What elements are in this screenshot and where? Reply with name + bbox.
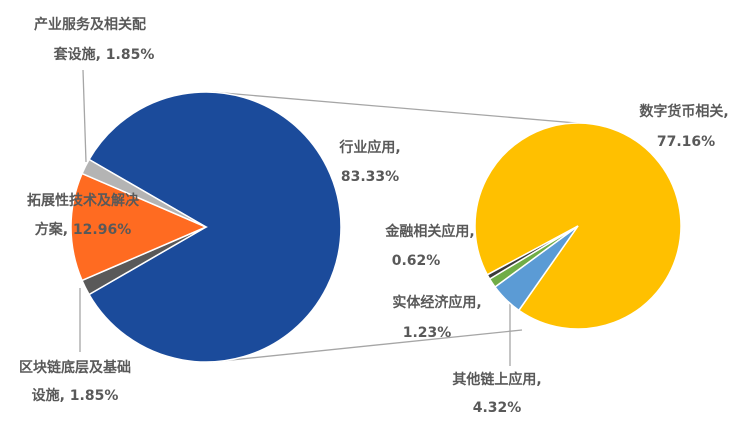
data-label: 金融相关应用, [384,223,474,240]
data-label: 77.16% [657,134,715,150]
data-label: 产业服务及相关配 [34,16,146,33]
data-label: 拓展性技术及解决 [27,192,140,209]
data-label: 其他链上应用, [452,371,541,388]
data-label: 设施, 1.85% [32,387,119,404]
leader-line [82,69,87,163]
data-label: 方案, 12.96% [35,221,132,238]
data-label: 区块链底层及基础 [19,359,131,376]
data-label: 0.62% [392,253,441,269]
data-label: 行业应用, [338,139,400,156]
pie-slice [88,91,342,363]
slices [70,91,682,363]
data-label: 套设施, 1.85% [54,46,155,63]
data-label: 4.32% [473,400,522,416]
pie-slice [486,225,579,281]
connector [211,329,523,363]
pie-slice [81,158,207,228]
data-label: 83.33% [341,169,399,185]
data-label: 实体经济应用, [392,294,481,311]
data-label: 数字货币相关, [639,103,728,120]
pie-slice [70,172,208,282]
data-label: 1.23% [403,325,452,341]
connector [211,91,589,125]
